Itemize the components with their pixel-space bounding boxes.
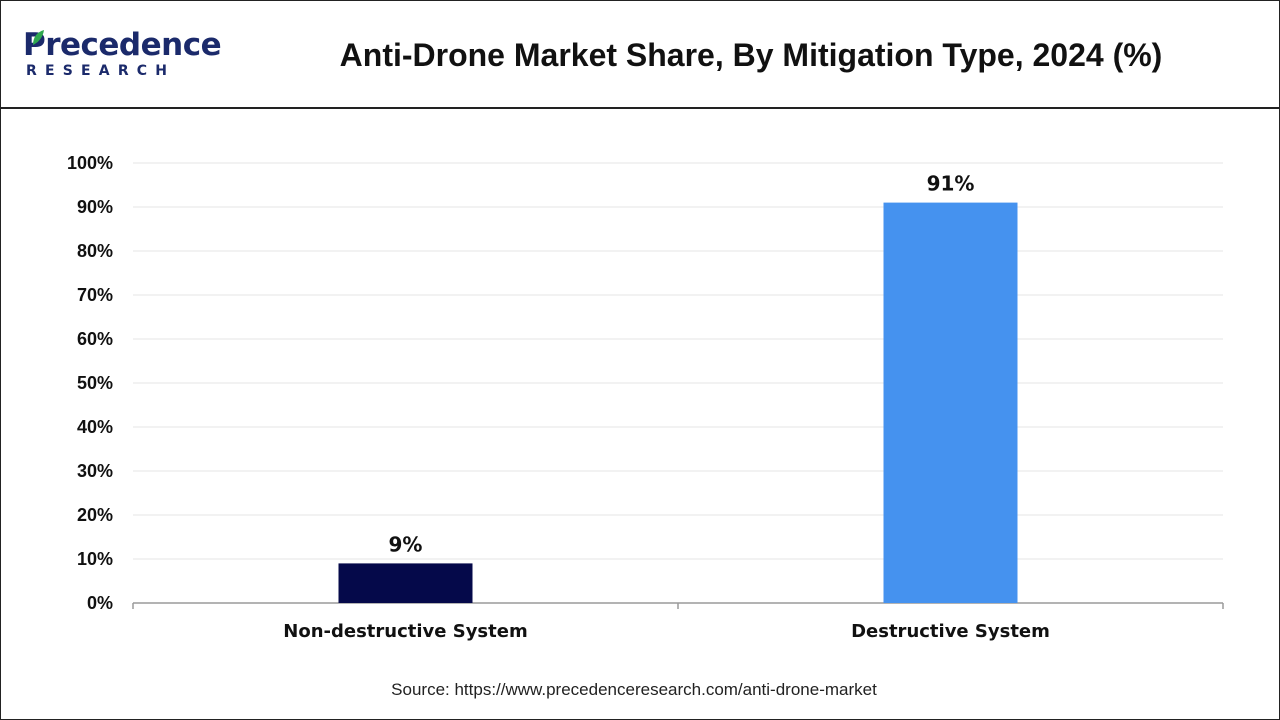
data-label: 9% xyxy=(389,532,423,556)
brand-sub: RESEARCH xyxy=(26,63,176,79)
y-tick-label: 60% xyxy=(77,329,113,349)
y-tick-label: 50% xyxy=(77,373,113,393)
y-tick-label: 100% xyxy=(67,153,113,173)
header: Precedence RESEARCH Anti-Drone Market Sh… xyxy=(1,1,1279,109)
y-tick-label: 0% xyxy=(87,593,113,613)
bar xyxy=(338,563,473,603)
bar-chart: 0% 10% 20% 30% 40% 50% 60% 70% 80% 90% 100% 9% Non-d… xyxy=(67,153,1224,642)
y-tick-label: 80% xyxy=(77,241,113,261)
chart-title: Anti-Drone Market Share, By Mitigation T… xyxy=(339,37,1163,73)
y-tick-label: 90% xyxy=(77,197,113,217)
y-tick-label: 30% xyxy=(77,461,113,481)
y-tick-label: 40% xyxy=(77,417,113,437)
brand-logo: Precedence RESEARCH xyxy=(23,27,223,87)
bar xyxy=(883,202,1018,603)
leaf-icon xyxy=(33,30,44,45)
data-label: 91% xyxy=(927,172,975,196)
brand-name: Precedence xyxy=(23,27,222,63)
source-note: Source: https://www.precedenceresearch.c… xyxy=(391,680,877,699)
y-tick-label: 70% xyxy=(77,285,113,305)
x-tick-label: Destructive System xyxy=(851,621,1050,642)
y-tick-label: 10% xyxy=(77,549,113,569)
x-tick-label: Non-destructive System xyxy=(283,621,527,642)
y-tick-label: 20% xyxy=(77,505,113,525)
